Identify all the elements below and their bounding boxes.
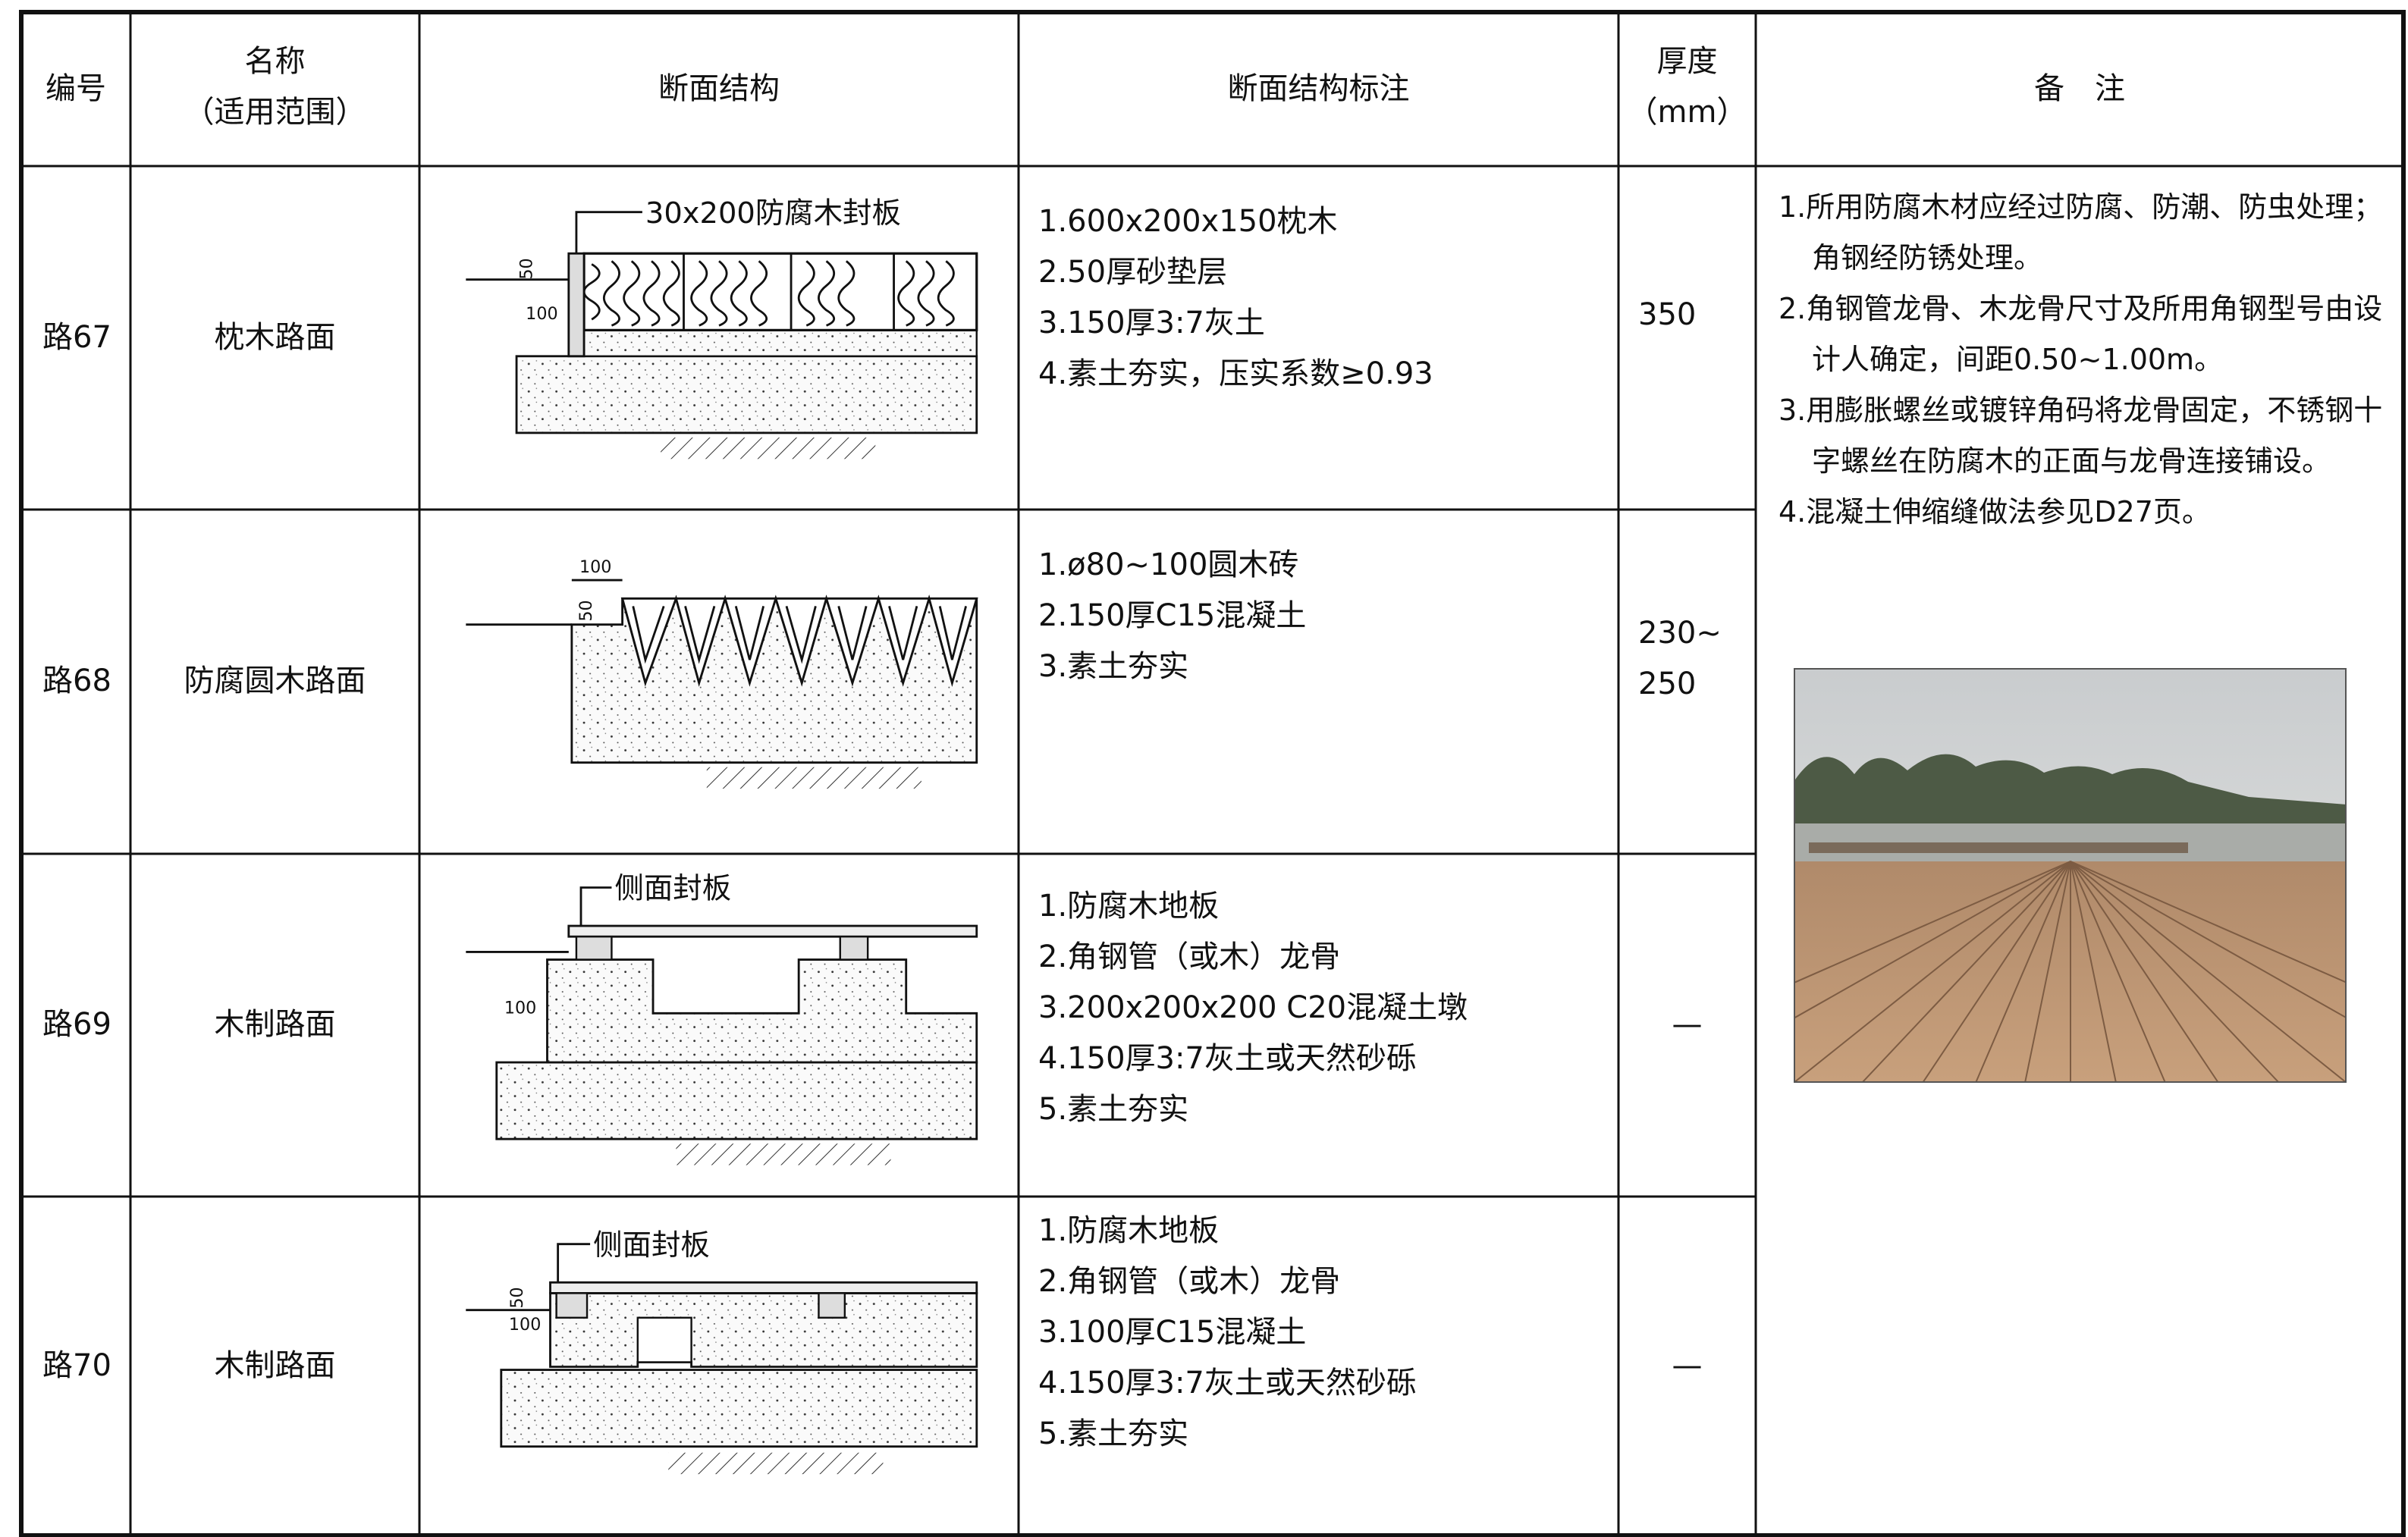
dimension-label: 100 xyxy=(504,998,536,1018)
layer-note: 5.素土夯实 xyxy=(1038,1092,1189,1127)
section-diagram: 100 50 xyxy=(466,557,978,789)
section-diagram: 侧面封板 100 xyxy=(466,872,978,1165)
row-id: 路70 xyxy=(42,1347,111,1383)
header-cell: 备 注 xyxy=(2034,71,2125,106)
layer-note: 1.防腐木地板 xyxy=(1038,889,1220,924)
header-cell: （mm） xyxy=(1627,95,1747,130)
section-diagram: 侧面封板 50 100 xyxy=(466,1228,978,1475)
layer-note: 5.素土夯实 xyxy=(1038,1416,1189,1451)
layer-note: 2.角钢管（或木）龙骨 xyxy=(1038,1264,1341,1299)
photo xyxy=(1794,668,2347,1083)
header-cell: 断面结构 xyxy=(658,71,780,106)
layer-note: 4.150厚3:7灰土或天然砂砾 xyxy=(1038,1366,1417,1401)
thickness: — xyxy=(1672,1007,1703,1042)
header-cell: （适用范围） xyxy=(184,95,366,130)
layer-note: 1.ø80~100圆木砖 xyxy=(1038,547,1299,582)
header-cell: 断面结构标注 xyxy=(1227,71,1410,106)
layer-note: 3.200x200x200 C20混凝土墩 xyxy=(1038,990,1468,1025)
row-name: 枕木路面 xyxy=(214,319,336,355)
remark-note: 4.混凝土伸缩缝做法参见D27页。 xyxy=(1779,495,2211,529)
header-cell: 厚度 xyxy=(1656,44,1718,79)
thickness: 350 xyxy=(1638,296,1697,332)
row-id: 路67 xyxy=(42,319,111,355)
remark-note: 2.角钢管龙骨、木龙骨尺寸及所用角钢型号由设计人确定，间距0.50~1.00m。 xyxy=(1779,292,2383,376)
thickness: 230~ 250 xyxy=(1638,616,1722,701)
remark-note: 1.所用防腐木材应经过防腐、防潮、防虫处理；角钢经防锈处理。 xyxy=(1779,190,2383,274)
thickness: — xyxy=(1672,1347,1703,1383)
row-id: 路68 xyxy=(42,663,111,698)
layer-note: 1.600x200x150枕木 xyxy=(1038,204,1338,239)
layer-note: 2.角钢管（或木）龙骨 xyxy=(1038,939,1341,974)
remark-note: 3.用膨胀螺丝或镀锌角码将龙骨固定，不锈钢十字螺丝在防腐木的正面与龙骨连接铺设。 xyxy=(1779,394,2383,478)
diagram-label: 30x200防腐木封板 xyxy=(645,196,901,231)
layer-note: 3.素土夯实 xyxy=(1038,649,1189,684)
row-name: 木制路面 xyxy=(214,1347,336,1383)
diagram-label: 侧面封板 xyxy=(593,1228,710,1263)
dimension-label: 100 xyxy=(579,557,611,577)
header-cell: 编号 xyxy=(46,71,106,106)
row-name: 木制路面 xyxy=(214,1007,336,1042)
layer-note: 2.50厚砂垫层 xyxy=(1038,255,1228,290)
dimension-label: 100 xyxy=(509,1315,541,1335)
layer-note: 4.素土夯实，压实系数≥0.93 xyxy=(1038,356,1433,391)
header-cell: 名称 xyxy=(244,44,306,79)
dimension-label: 50 xyxy=(516,258,536,279)
dimension-label: 50 xyxy=(576,600,596,621)
diagram-label: 侧面封板 xyxy=(614,872,731,906)
row-name: 防腐圆木路面 xyxy=(184,663,366,698)
layer-note: 4.150厚3:7灰土或天然砂砾 xyxy=(1038,1041,1417,1076)
layer-note: 3.150厚3:7灰土 xyxy=(1038,306,1265,340)
dimension-label: 100 xyxy=(526,304,557,324)
row-id: 路69 xyxy=(42,1007,111,1042)
layer-note: 3.100厚C15混凝土 xyxy=(1038,1315,1307,1350)
layer-note: 2.150厚C15混凝土 xyxy=(1038,598,1307,633)
layer-note: 1.防腐木地板 xyxy=(1038,1213,1220,1248)
section-diagram: 30x200防腐木封板 50 100 xyxy=(466,196,978,460)
dimension-label: 50 xyxy=(507,1287,527,1308)
